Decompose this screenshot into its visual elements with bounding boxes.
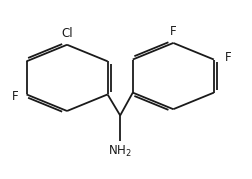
Text: F: F bbox=[12, 90, 18, 103]
Text: Cl: Cl bbox=[61, 27, 73, 40]
Text: F: F bbox=[169, 25, 176, 38]
Text: F: F bbox=[224, 51, 230, 64]
Text: NH$_2$: NH$_2$ bbox=[108, 144, 132, 159]
